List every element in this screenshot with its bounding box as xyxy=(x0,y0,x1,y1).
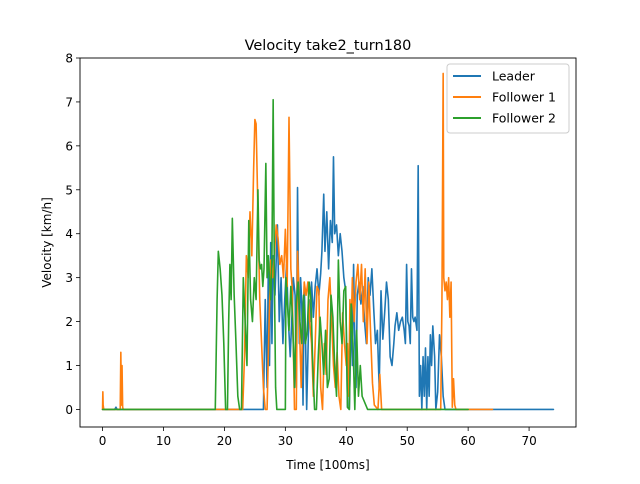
y-tick-label: 5 xyxy=(65,183,73,197)
x-tick-label: 30 xyxy=(278,434,293,448)
y-tick-label: 3 xyxy=(65,271,73,285)
chart-title: Velocity take2_turn180 xyxy=(245,38,412,54)
y-tick-label: 8 xyxy=(65,52,73,66)
y-tick-label: 7 xyxy=(65,95,73,109)
x-tick-label: 70 xyxy=(521,434,536,448)
x-axis: 0 10 20 30 40 50 60 70 xyxy=(99,427,537,448)
x-axis-label: Time [100ms] xyxy=(285,458,369,472)
y-axis: 0 1 2 3 4 5 6 7 8 xyxy=(65,52,80,417)
series-line-follower-2 xyxy=(101,98,469,411)
x-tick-label: 20 xyxy=(217,434,232,448)
x-tick-label: 50 xyxy=(400,434,415,448)
x-tick-label: 60 xyxy=(461,434,476,448)
legend: Leader Follower 1 Follower 2 xyxy=(446,63,570,134)
legend-label-leader: Leader xyxy=(492,69,536,84)
x-tick-label: 40 xyxy=(339,434,354,448)
y-tick-label: 6 xyxy=(65,139,73,153)
plot-frame xyxy=(79,57,577,428)
y-tick-label: 1 xyxy=(65,359,73,373)
y-tick-label: 2 xyxy=(65,315,73,329)
x-tick-label: 10 xyxy=(156,434,171,448)
series-layer xyxy=(101,72,555,411)
y-axis-label: Velocity [km/h] xyxy=(40,197,54,288)
x-tick-label: 0 xyxy=(99,434,107,448)
y-tick-label: 0 xyxy=(65,403,73,417)
y-tick-label: 4 xyxy=(65,227,73,241)
legend-label-follower-2: Follower 2 xyxy=(492,111,556,126)
legend-label-follower-1: Follower 1 xyxy=(492,90,556,105)
legend-box xyxy=(446,63,570,134)
